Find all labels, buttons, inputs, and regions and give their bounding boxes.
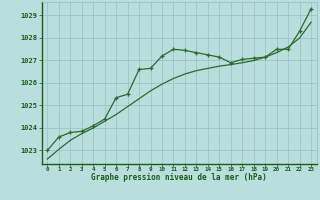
X-axis label: Graphe pression niveau de la mer (hPa): Graphe pression niveau de la mer (hPa) bbox=[91, 173, 267, 182]
